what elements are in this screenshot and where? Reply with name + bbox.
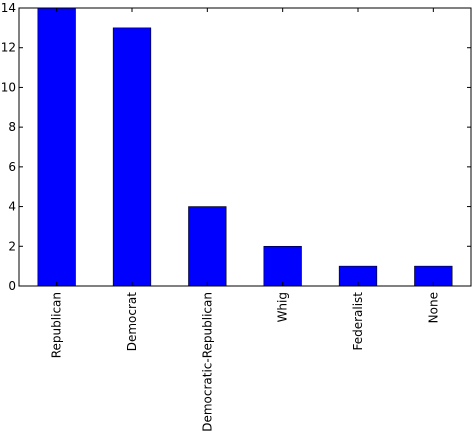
bar-democrat <box>112 27 152 287</box>
x-axis-ticks: Republican Democrat Democratic-Republican W… <box>50 8 440 432</box>
x-tick-label: Democrat <box>125 292 139 352</box>
y-tick-label: 10 <box>1 80 16 94</box>
y-axis-ticks: 0 2 4 6 8 10 12 14 <box>1 1 471 293</box>
plot-frame <box>18 7 472 287</box>
bar-republican <box>37 7 76 287</box>
x-tick-label: Federalist <box>351 292 365 351</box>
y-tick-label: 6 <box>8 160 16 174</box>
y-tick-label: 2 <box>8 239 16 253</box>
x-tick-label: Whig <box>276 292 290 322</box>
x-tick-label: None <box>426 292 440 323</box>
y-tick-label: 14 <box>1 1 16 15</box>
bars <box>37 7 453 287</box>
x-tick-label: Democratic-Republican <box>200 292 214 432</box>
bar-whig <box>263 245 302 287</box>
y-tick-label: 12 <box>1 41 16 55</box>
y-tick-label: 8 <box>8 120 16 134</box>
y-tick-label: 0 <box>8 279 16 293</box>
x-tick-label: Republican <box>50 292 64 358</box>
bar-democratic-republican <box>188 206 227 287</box>
y-tick-label: 4 <box>8 200 16 214</box>
